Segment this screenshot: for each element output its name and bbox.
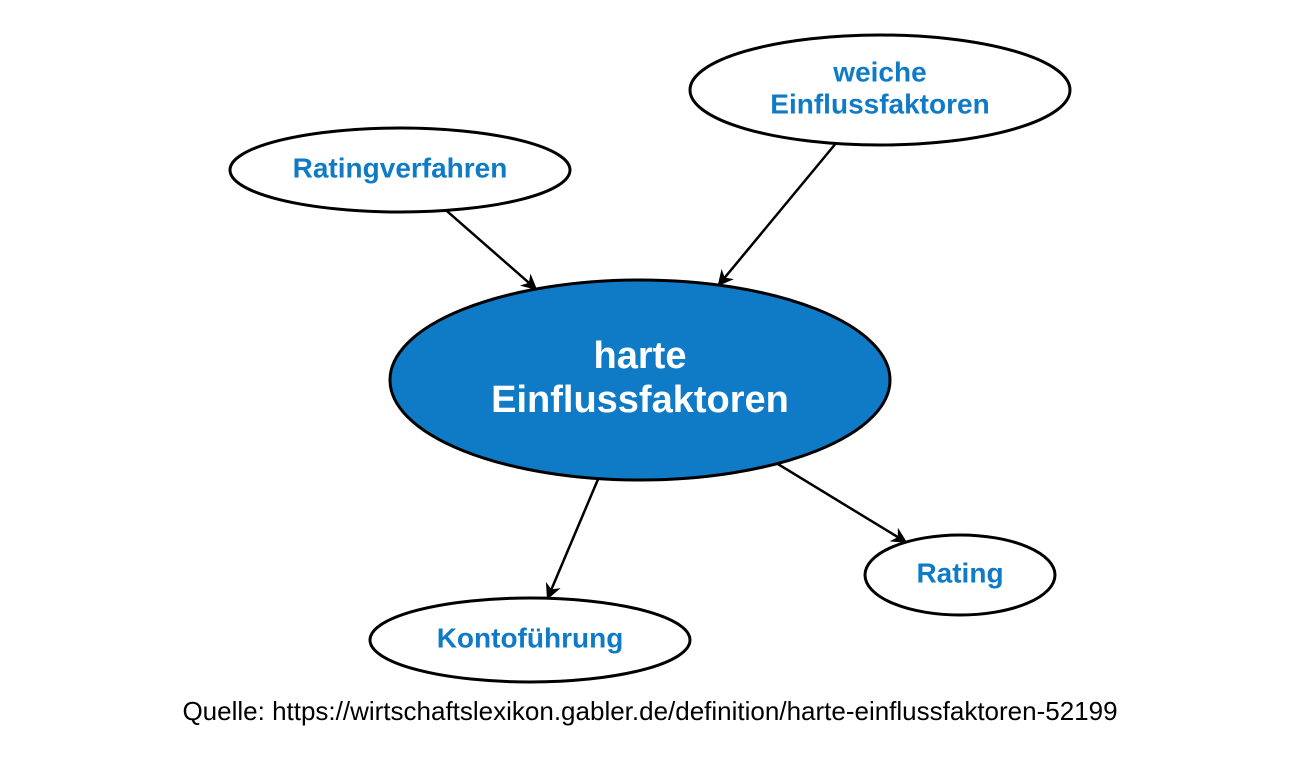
edge-ratingverfahren-to-center [446,210,536,289]
node-rating-label-line-0: Rating [916,557,1003,588]
source-citation: Quelle: https://wirtschaftslexikon.gable… [182,696,1117,726]
node-ratingverfahren-label-line-0: Ratingverfahren [293,152,508,183]
source-prefix: Quelle: [182,696,272,726]
node-center-label-line-1: Einflussfaktoren [491,379,789,421]
node-kontofuehrung-label-line-0: Kontoführung [437,622,624,653]
edge-center-to-rating [777,464,906,542]
node-rating: Rating [865,535,1055,615]
node-weiche: weicheEinflussfaktoren [690,35,1070,145]
source-url: https://wirtschaftslexikon.gabler.de/def… [272,696,1117,726]
edge-center-to-kontofuehrung [548,479,599,599]
concept-map: harteEinflussfaktorenRatingverfahrenweic… [0,0,1300,764]
node-ratingverfahren: Ratingverfahren [230,128,570,212]
node-kontofuehrung: Kontoführung [370,598,690,682]
edge-weiche-to-center [719,143,836,285]
node-center: harteEinflussfaktoren [390,280,890,480]
node-weiche-label-line-1: Einflussfaktoren [770,88,989,119]
node-center-label-line-0: harte [594,335,687,377]
node-weiche-label-line-0: weiche [832,56,926,87]
